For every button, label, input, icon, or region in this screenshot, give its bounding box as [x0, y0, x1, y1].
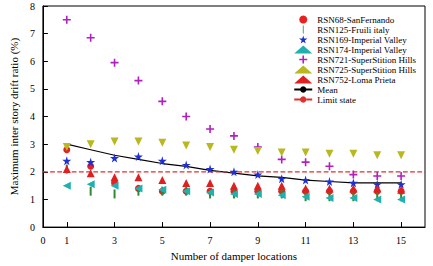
- svg-text:RSN725-SuperStition Hills: RSN725-SuperStition Hills: [317, 65, 416, 75]
- svg-text:5: 5: [160, 235, 165, 246]
- svg-text:RSN752-Loma Prieta: RSN752-Loma Prieta: [317, 75, 395, 85]
- svg-text:Mean: Mean: [317, 85, 338, 95]
- svg-text:RSN125-Fruili italy: RSN125-Fruili italy: [317, 25, 390, 35]
- svg-text:RSN721-SuperStition Hills: RSN721-SuperStition Hills: [317, 55, 416, 65]
- svg-text:4: 4: [30, 111, 35, 122]
- svg-text:Number of damper locations: Number of damper locations: [171, 250, 297, 262]
- svg-text:11: 11: [301, 235, 311, 246]
- svg-text:5: 5: [30, 83, 35, 94]
- svg-text:1: 1: [64, 235, 69, 246]
- svg-text:8: 8: [30, 1, 35, 12]
- svg-text:3: 3: [112, 235, 117, 246]
- svg-text:9: 9: [255, 235, 260, 246]
- svg-text:15: 15: [396, 235, 406, 246]
- svg-text:0: 0: [40, 235, 45, 246]
- svg-text:2: 2: [30, 166, 35, 177]
- svg-text:13: 13: [348, 235, 358, 246]
- svg-text:RSN169-Imperial Valley: RSN169-Imperial Valley: [317, 35, 407, 45]
- svg-text:1: 1: [30, 194, 35, 205]
- svg-text:7: 7: [30, 28, 35, 39]
- svg-text:Limit state: Limit state: [317, 95, 356, 105]
- svg-text:Maximum inter story drift rati: Maximum inter story drift ratio (%): [8, 38, 21, 196]
- svg-text:7: 7: [208, 235, 213, 246]
- svg-text:6: 6: [30, 56, 35, 67]
- svg-text:RSN68-SanFernando: RSN68-SanFernando: [317, 15, 394, 25]
- svg-text:3: 3: [30, 139, 35, 150]
- svg-text:0: 0: [30, 222, 35, 233]
- svg-text:RSN174-Imperial Valley: RSN174-Imperial Valley: [317, 45, 407, 55]
